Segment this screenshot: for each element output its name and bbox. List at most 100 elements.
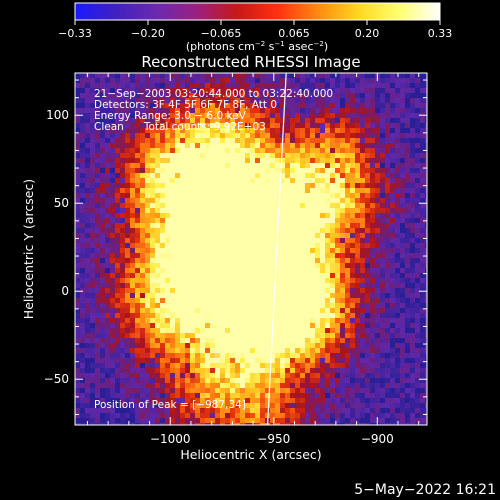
heatmap-cell xyxy=(370,133,376,139)
heatmap-cell xyxy=(345,123,351,129)
heatmap-cell xyxy=(165,153,171,159)
heatmap-cell xyxy=(225,158,231,164)
heatmap-cell xyxy=(230,188,236,194)
heatmap-cell xyxy=(410,178,416,184)
heatmap-cell xyxy=(405,238,411,244)
heatmap-cell xyxy=(125,413,131,419)
heatmap-cell xyxy=(330,403,336,409)
heatmap-cell xyxy=(345,253,351,259)
heatmap-cell xyxy=(110,268,116,274)
heatmap-cell xyxy=(370,378,376,384)
heatmap-cell xyxy=(170,368,176,374)
heatmap-cell xyxy=(225,338,231,344)
heatmap-cell xyxy=(305,183,311,189)
heatmap-cell xyxy=(410,258,416,264)
heatmap-cell xyxy=(80,108,86,114)
heatmap-cell xyxy=(180,403,186,409)
heatmap-cell xyxy=(175,123,181,129)
heatmap-cell xyxy=(255,203,261,209)
heatmap-cell xyxy=(100,378,106,384)
heatmap-cell xyxy=(190,258,196,264)
heatmap-cell xyxy=(170,238,176,244)
heatmap-cell xyxy=(80,338,86,344)
heatmap-cell xyxy=(140,248,146,254)
heatmap-cell xyxy=(320,128,326,134)
heatmap-cell xyxy=(75,143,81,149)
heatmap-cell xyxy=(415,223,421,229)
heatmap-cell xyxy=(335,393,341,399)
heatmap-cell xyxy=(315,73,321,79)
heatmap-cell xyxy=(145,313,151,319)
heatmap-cell xyxy=(270,353,276,359)
heatmap-cell xyxy=(115,108,121,114)
heatmap-cell xyxy=(355,398,361,404)
heatmap-cell xyxy=(125,328,131,334)
heatmap-cell xyxy=(215,323,221,329)
heatmap-cell xyxy=(245,73,251,79)
heatmap-cell xyxy=(265,228,271,234)
heatmap-cell xyxy=(325,343,331,349)
heatmap-cell xyxy=(245,238,251,244)
heatmap-cell xyxy=(90,283,96,289)
heatmap-cell xyxy=(75,378,81,384)
heatmap-cell xyxy=(315,378,321,384)
heatmap-cell xyxy=(305,388,311,394)
heatmap-cell xyxy=(370,353,376,359)
heatmap-cell xyxy=(275,408,281,414)
heatmap-cell xyxy=(150,168,156,174)
heatmap-cell xyxy=(265,113,271,119)
heatmap-cell xyxy=(315,173,321,179)
heatmap-cell xyxy=(185,333,191,339)
heatmap-cell xyxy=(215,228,221,234)
heatmap-cell xyxy=(395,383,401,389)
heatmap-cell xyxy=(405,153,411,159)
heatmap-cell xyxy=(275,93,281,99)
heatmap-cell xyxy=(395,263,401,269)
heatmap-cell xyxy=(325,203,331,209)
heatmap-cell xyxy=(320,418,326,424)
heatmap-cell xyxy=(115,168,121,174)
heatmap-cell xyxy=(300,78,306,84)
heatmap-cell xyxy=(350,213,356,219)
heatmap-cell xyxy=(280,203,286,209)
heatmap-cell xyxy=(385,223,391,229)
heatmap-cell xyxy=(145,318,151,324)
heatmap-cell xyxy=(195,168,201,174)
heatmap-cell xyxy=(115,288,121,294)
heatmap-cell xyxy=(320,133,326,139)
heatmap-cell xyxy=(240,358,246,364)
heatmap-cell xyxy=(310,348,316,354)
heatmap-cell xyxy=(340,278,346,284)
heatmap-cell xyxy=(270,138,276,144)
heatmap-cell xyxy=(280,358,286,364)
heatmap-cell xyxy=(335,403,341,409)
heatmap-cell xyxy=(340,318,346,324)
heatmap-cell xyxy=(135,298,141,304)
heatmap-cell xyxy=(170,408,176,414)
heatmap-cell xyxy=(245,153,251,159)
heatmap-cell xyxy=(270,218,276,224)
heatmap-cell xyxy=(160,298,166,304)
heatmap-cell xyxy=(250,103,256,109)
heatmap-cell xyxy=(295,298,301,304)
heatmap-cell xyxy=(365,213,371,219)
heatmap-cell xyxy=(210,393,216,399)
heatmap-cell xyxy=(350,113,356,119)
heatmap-cell xyxy=(165,333,171,339)
heatmap-cell xyxy=(230,93,236,99)
heatmap-cell xyxy=(325,383,331,389)
heatmap-cell xyxy=(310,408,316,414)
heatmap-cell xyxy=(225,138,231,144)
heatmap-cell xyxy=(220,288,226,294)
heatmap-cell xyxy=(310,238,316,244)
heatmap-cell xyxy=(320,233,326,239)
heatmap-cell xyxy=(225,228,231,234)
heatmap-cell xyxy=(400,118,406,124)
heatmap-cell xyxy=(310,268,316,274)
heatmap-cell xyxy=(320,288,326,294)
heatmap-cell xyxy=(145,83,151,89)
heatmap-cell xyxy=(195,118,201,124)
heatmap-cell xyxy=(365,343,371,349)
heatmap-cell xyxy=(375,353,381,359)
heatmap-cell xyxy=(325,353,331,359)
